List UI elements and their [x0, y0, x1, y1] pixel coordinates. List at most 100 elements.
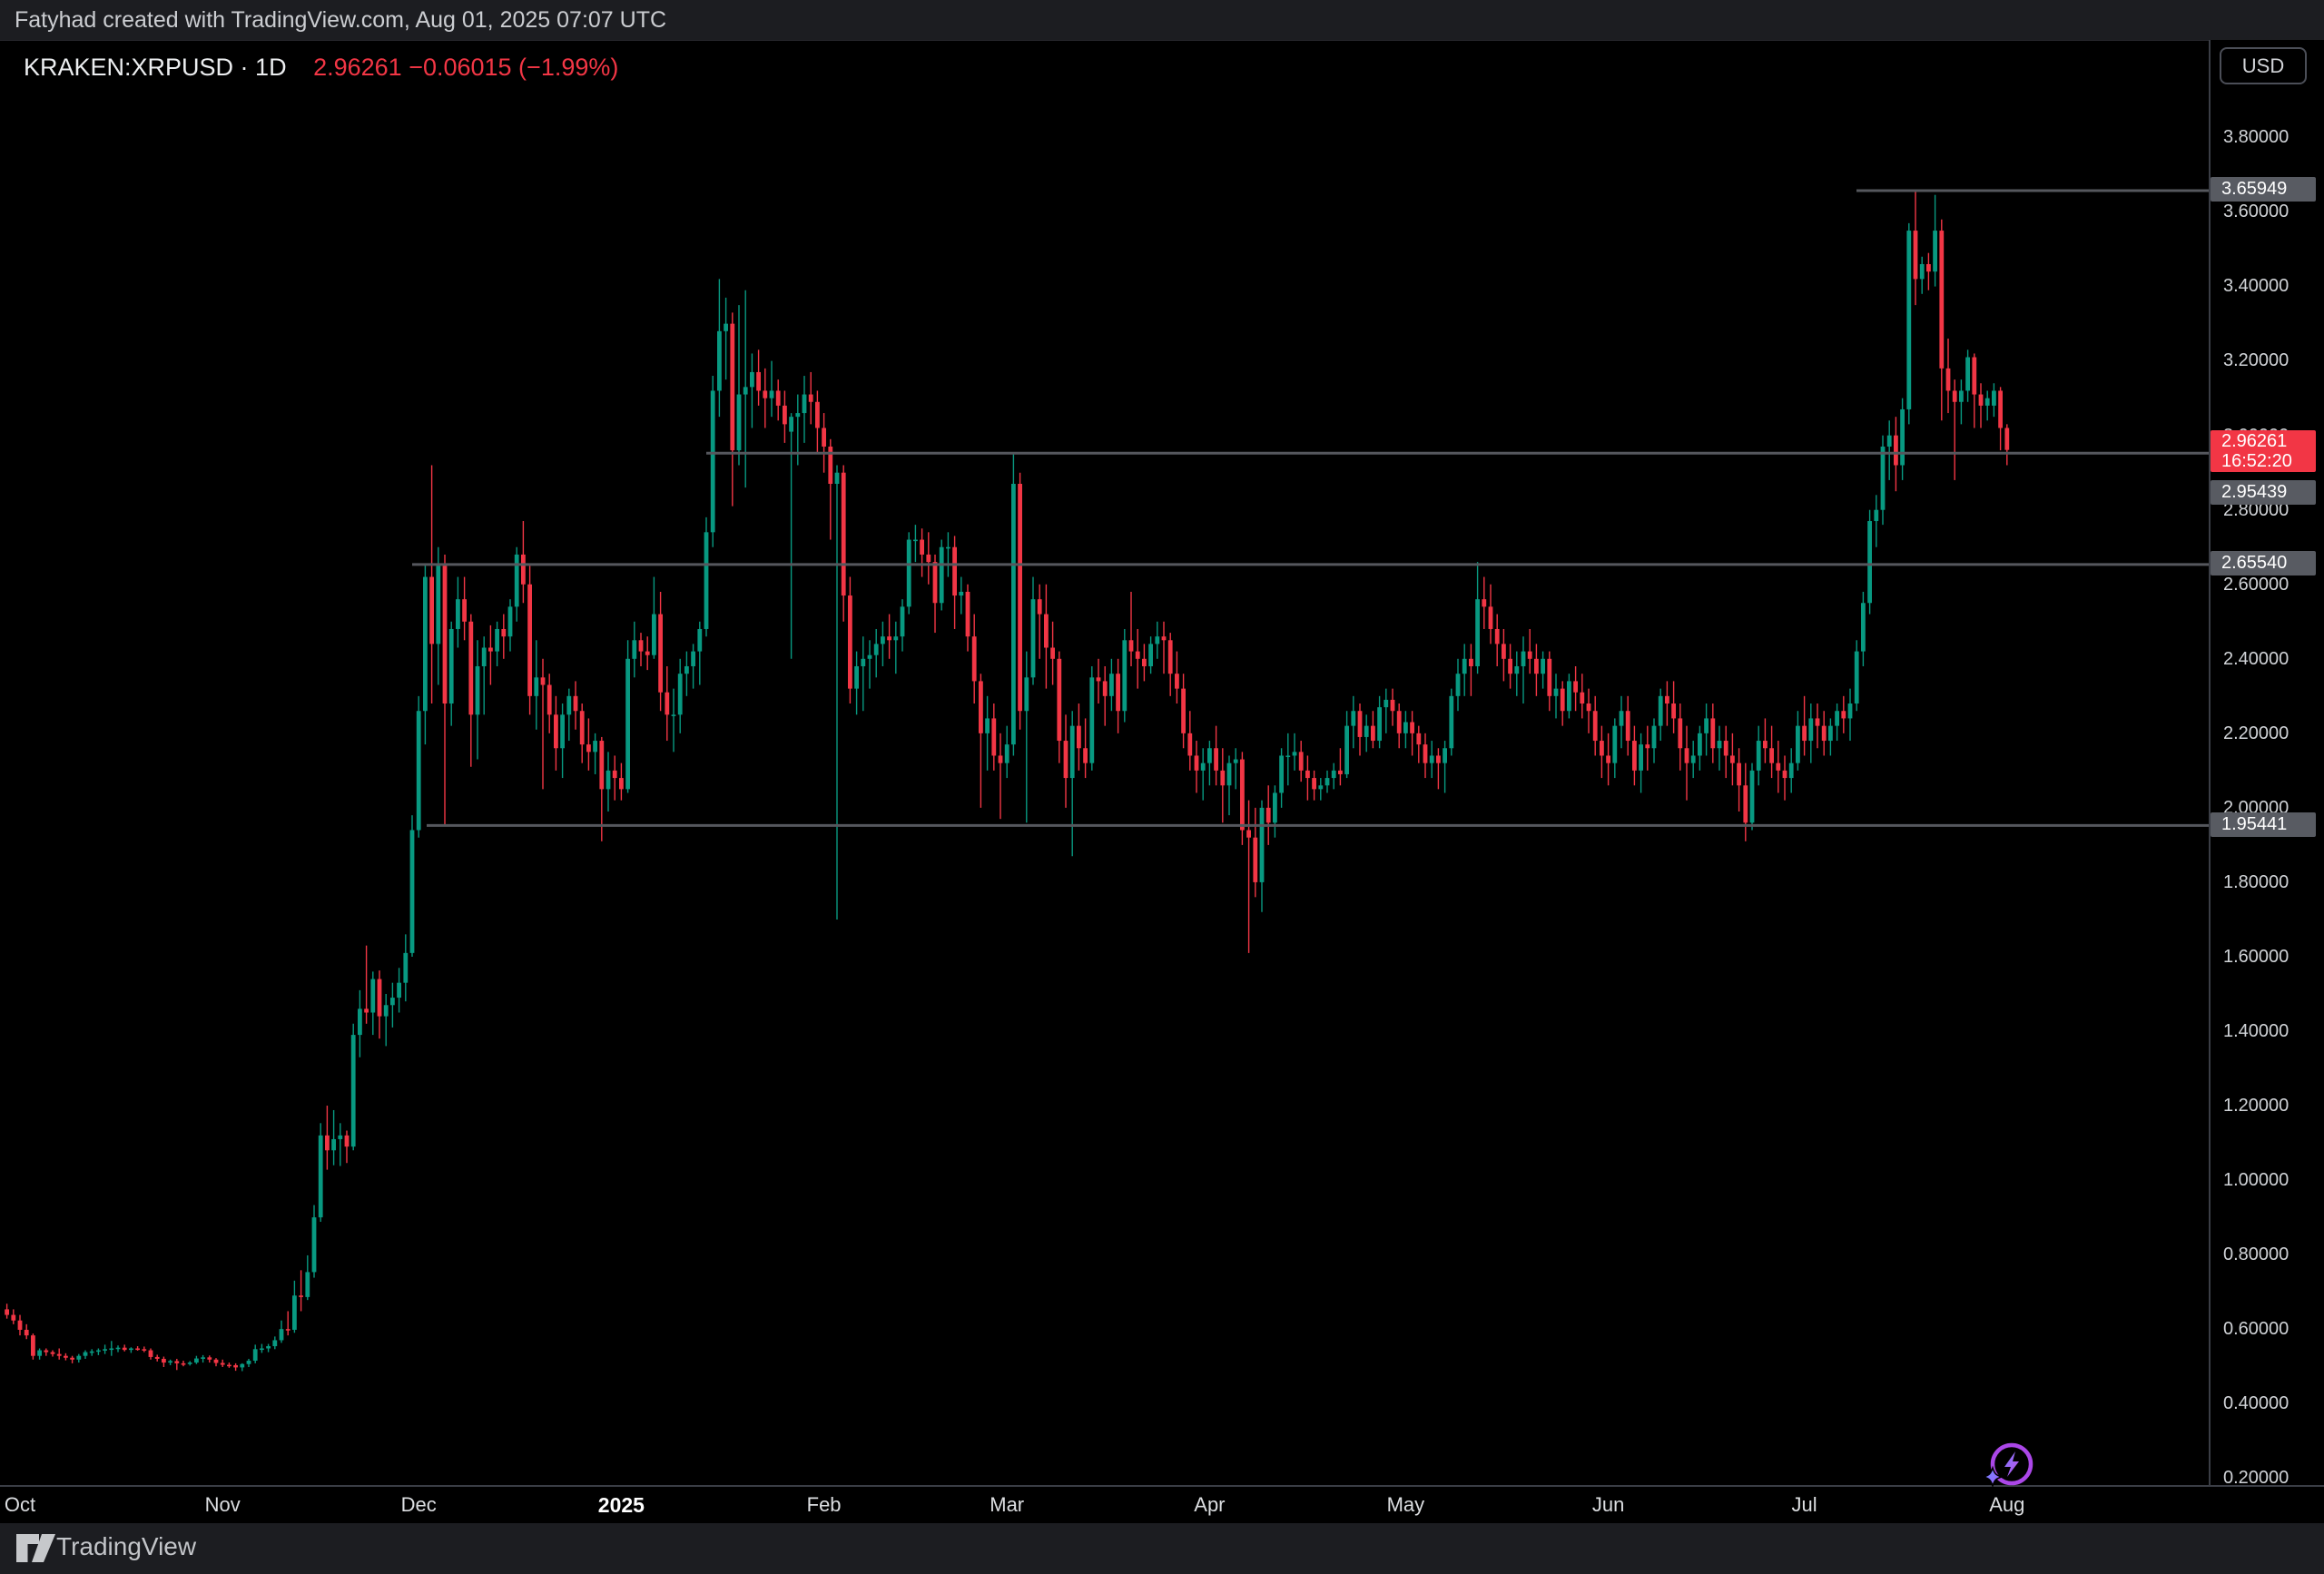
candle-body — [1396, 711, 1402, 733]
candle-body — [168, 1361, 172, 1363]
price-tick-0.60000: 0.60000 — [2223, 1318, 2290, 1339]
price-tick-2.80000: 2.80000 — [2223, 499, 2290, 520]
candle-body — [1443, 748, 1447, 763]
candle-body — [1044, 614, 1049, 648]
candle-body — [1782, 770, 1787, 779]
candle-body — [1004, 744, 1009, 763]
currency-toggle-button[interactable]: USD — [2220, 47, 2307, 84]
candle-body — [1187, 733, 1193, 756]
candle-body — [625, 658, 630, 790]
candle-body — [240, 1363, 245, 1368]
candle-body — [1612, 725, 1618, 763]
candle-body — [867, 654, 872, 659]
lightning-bolt-icon — [2004, 1451, 2019, 1477]
flash-ring — [1990, 1442, 2034, 1486]
symbol-title[interactable]: KRAKEN:XRPUSD · 1D — [24, 54, 287, 81]
candle-body — [671, 714, 676, 716]
price-tick-3.60000: 3.60000 — [2223, 202, 2290, 222]
candle-body — [815, 401, 820, 428]
candle-body — [566, 695, 572, 715]
candle-body — [965, 591, 970, 637]
candle-body — [1063, 741, 1068, 779]
candle-body — [1894, 435, 1898, 466]
candle-body — [252, 1349, 258, 1362]
candle-body — [1142, 658, 1147, 667]
candle-body — [1331, 770, 1336, 779]
candle-body — [1861, 603, 1866, 652]
candle-body — [1658, 695, 1663, 726]
candle-body — [174, 1361, 180, 1363]
candle-body — [684, 666, 689, 674]
tradingview-logo-icon[interactable] — [15, 1532, 57, 1565]
candle-body — [652, 614, 656, 655]
candle-body — [724, 323, 728, 331]
candle-body — [906, 539, 911, 607]
candle-body — [854, 666, 859, 689]
time-label-Apr: Apr — [1194, 1493, 1226, 1516]
candle-body — [1808, 718, 1814, 742]
candle-body — [1102, 681, 1108, 696]
candle-body — [129, 1348, 133, 1351]
price-axis[interactable]: USD 3.800003.600003.400003.200003.000002… — [2209, 40, 2324, 1521]
candle-body — [1886, 435, 1892, 447]
candle-body — [1586, 703, 1591, 712]
candle-body — [272, 1340, 278, 1347]
candle-body — [227, 1364, 231, 1367]
candle-body — [2004, 428, 2010, 450]
candle-body — [135, 1348, 140, 1351]
candle-body — [488, 647, 493, 652]
candle-body — [861, 658, 866, 667]
candle-body — [540, 677, 546, 685]
candle-body — [96, 1350, 101, 1353]
candle-body — [834, 472, 840, 485]
candle-body — [599, 741, 605, 790]
candle-body — [971, 636, 977, 682]
candle-body — [593, 741, 597, 753]
candle-body — [377, 979, 382, 1017]
time-label-Nov: Nov — [204, 1493, 241, 1516]
candle-body — [1357, 711, 1363, 737]
candle-body — [1116, 674, 1120, 712]
candle-body — [1220, 770, 1226, 786]
candle-body — [991, 718, 997, 756]
candle-body — [213, 1359, 219, 1363]
candle-body — [1155, 636, 1160, 644]
candle-body — [979, 681, 983, 733]
candle-body — [881, 636, 885, 644]
candle-body — [495, 628, 499, 652]
tradingview-brand-text[interactable]: TradingView — [56, 1532, 197, 1560]
candle-body — [331, 1138, 336, 1151]
candle-body — [1841, 711, 1846, 719]
chart-pane[interactable]: KRAKEN:XRPUSD · 1D 2.96261 −0.06015 (−1.… — [0, 40, 2209, 1486]
candle-body — [122, 1347, 127, 1351]
candle-body — [1651, 725, 1657, 749]
symbol-legend[interactable]: KRAKEN:XRPUSD · 1D 2.96261 −0.06015 (−1.… — [24, 54, 618, 82]
flash-feature-icon[interactable] — [1981, 1436, 2041, 1496]
ray-price-label-3.65949: 3.65949 — [2211, 177, 2316, 202]
candle-body — [1292, 752, 1297, 756]
candle-body — [769, 390, 774, 398]
candle-body — [507, 606, 513, 637]
candle-body — [1906, 231, 1912, 409]
candle-body — [1534, 658, 1539, 674]
candle-body — [1913, 231, 1918, 280]
time-axis[interactable]: Oct Nov Dec 2025 Feb Mar Apr May Jun Jul Aug — [0, 1485, 2324, 1523]
candle-body — [148, 1350, 153, 1357]
candle-body — [24, 1329, 29, 1336]
candle-body — [1246, 830, 1251, 838]
candle-body — [1077, 725, 1081, 749]
candle-body — [1592, 711, 1598, 742]
candle-body — [704, 532, 709, 629]
candle-body — [1344, 725, 1349, 774]
candle-body — [350, 1035, 356, 1147]
candle-body — [501, 628, 507, 637]
candle-body — [1847, 703, 1853, 719]
candle-body — [1606, 755, 1610, 763]
candle-body — [1037, 599, 1042, 615]
candle-body — [913, 539, 918, 542]
candle-body — [1730, 755, 1735, 763]
candle-body — [952, 546, 957, 596]
candle-body — [1998, 390, 2003, 428]
candle-body — [1167, 640, 1173, 674]
